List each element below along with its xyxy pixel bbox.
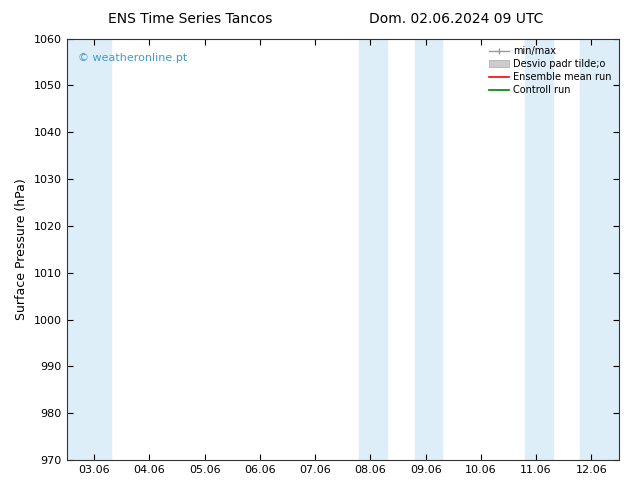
- Bar: [580, 39, 619, 460]
- Text: © weatheronline.pt: © weatheronline.pt: [77, 53, 187, 63]
- Text: ENS Time Series Tancos: ENS Time Series Tancos: [108, 12, 273, 26]
- Y-axis label: Surface Pressure (hPa): Surface Pressure (hPa): [15, 178, 28, 320]
- Bar: [359, 39, 387, 460]
- Text: Dom. 02.06.2024 09 UTC: Dom. 02.06.2024 09 UTC: [369, 12, 544, 26]
- Bar: [525, 39, 553, 460]
- Bar: [415, 39, 442, 460]
- Bar: [67, 39, 111, 460]
- Legend: min/max, Desvio padr tilde;o, Ensemble mean run, Controll run: min/max, Desvio padr tilde;o, Ensemble m…: [486, 44, 614, 98]
